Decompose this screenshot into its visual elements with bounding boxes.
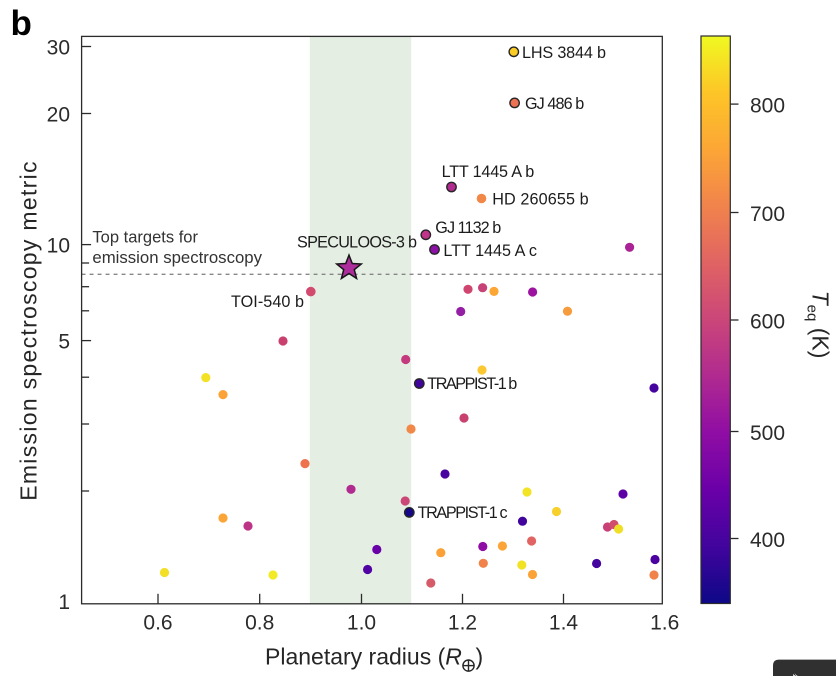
svg-text:5: 5: [58, 331, 70, 354]
svg-text:700: 700: [750, 203, 785, 226]
svg-text:500: 500: [750, 422, 785, 445]
svg-text:1.0: 1.0: [347, 612, 376, 635]
svg-text:Top targets for: Top targets for: [92, 229, 198, 247]
svg-text:800: 800: [750, 95, 785, 118]
svg-text:TOI-540 b: TOI-540 b: [231, 293, 304, 311]
svg-text:LTT 1445 A b: LTT 1445 A b: [442, 163, 535, 181]
svg-text:emission spectroscopy: emission spectroscopy: [92, 249, 262, 267]
svg-text:SPECULOOS-3 b: SPECULOOS-3 b: [297, 233, 417, 251]
svg-text:TRAPPIST-1 b: TRAPPIST-1 b: [427, 375, 517, 393]
svg-text:GJ 486 b: GJ 486 b: [525, 95, 584, 113]
svg-text:Planetary radius (R: Planetary radius (R: [265, 644, 462, 670]
svg-text:1.6: 1.6: [650, 612, 679, 635]
svg-text:TRAPPIST-1 c: TRAPPIST-1 c: [418, 504, 508, 522]
svg-text:Emission spectroscopy metric: Emission spectroscopy metric: [16, 160, 42, 501]
svg-text:30: 30: [47, 36, 70, 59]
svg-text:HD 260655 b: HD 260655 b: [492, 190, 589, 208]
svg-text:GJ 1132 b: GJ 1132 b: [435, 219, 501, 237]
svg-text:LHS 3844 b: LHS 3844 b: [522, 44, 606, 62]
svg-text:1.4: 1.4: [549, 612, 579, 635]
svg-text:): ): [476, 644, 484, 670]
svg-text:Teq (K): Teq (K): [804, 291, 834, 359]
svg-text:400: 400: [750, 529, 785, 552]
svg-text:10: 10: [47, 235, 70, 258]
svg-text:600: 600: [750, 311, 785, 334]
svg-text:1.2: 1.2: [448, 612, 477, 635]
svg-text:20: 20: [47, 103, 70, 126]
svg-text:LTT 1445 A c: LTT 1445 A c: [443, 242, 537, 260]
svg-text:0.8: 0.8: [245, 612, 274, 635]
svg-text:b: b: [11, 4, 32, 43]
svg-text:1: 1: [58, 591, 70, 614]
svg-text:0.6: 0.6: [143, 612, 172, 635]
